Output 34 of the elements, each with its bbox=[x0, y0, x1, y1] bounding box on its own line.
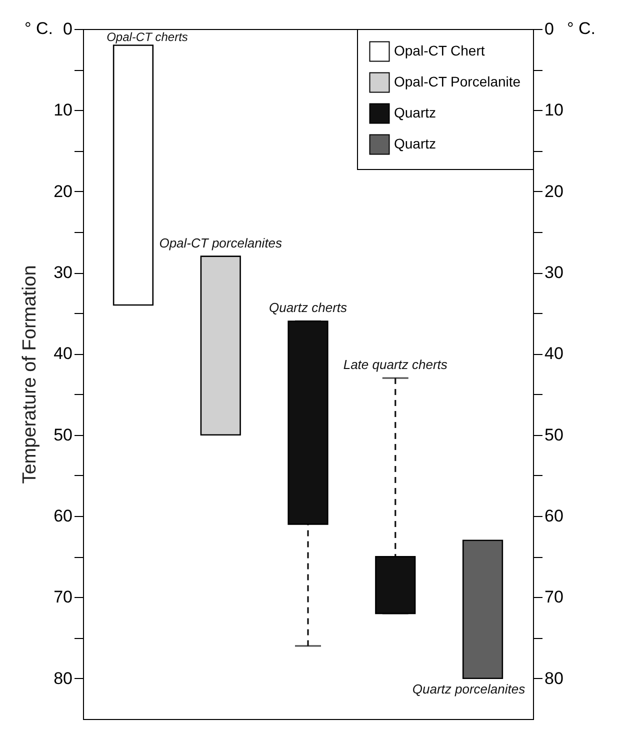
bar bbox=[112, 44, 154, 306]
y-axis-title: Temperature of Formation bbox=[20, 265, 41, 484]
y2-tick-label: 50 bbox=[544, 425, 564, 444]
y2-tick-label: 30 bbox=[544, 263, 564, 282]
text: ° C. bbox=[567, 19, 596, 38]
y2-tick-label: 10 bbox=[544, 100, 564, 120]
y-tick-label: 80 bbox=[54, 668, 72, 688]
bar bbox=[200, 256, 241, 436]
annotation: Quartz porcelanites bbox=[412, 681, 526, 696]
y-tick-label: 40 bbox=[54, 344, 72, 364]
y-tick-label: 70 bbox=[54, 588, 72, 607]
text: ° C. bbox=[24, 19, 53, 38]
y-tick-label: 10 bbox=[54, 100, 72, 120]
y-tick-label: 20 bbox=[54, 182, 72, 201]
annotation: Opal-CT Porcelanite bbox=[394, 74, 521, 90]
y-tick-label: 30 bbox=[54, 263, 72, 282]
annotation: Quartz bbox=[394, 136, 436, 152]
y-tick-label: 0 bbox=[63, 20, 72, 38]
bar bbox=[288, 320, 328, 525]
annotation: Opal-CT Chert bbox=[394, 42, 485, 58]
y2-tick-label: 0 bbox=[544, 20, 554, 38]
y2-tick-label: 60 bbox=[544, 506, 564, 526]
annotation: Late quartz cherts bbox=[343, 357, 448, 372]
y2-tick-label: 40 bbox=[544, 344, 564, 364]
y2-tick-label: 70 bbox=[544, 588, 564, 607]
annotation: Quartz bbox=[394, 104, 436, 120]
y2-tick-label: 80 bbox=[544, 668, 564, 688]
y-tick-label: 50 bbox=[54, 425, 72, 444]
annotation: Opal-CT porcelanites bbox=[159, 235, 283, 250]
annotation: Quartz cherts bbox=[268, 300, 348, 316]
annotation: Opal-CT cherts bbox=[106, 30, 188, 44]
y2-tick-label: 20 bbox=[544, 182, 564, 201]
y-tick-label: 60 bbox=[54, 506, 72, 526]
bar bbox=[462, 540, 504, 680]
